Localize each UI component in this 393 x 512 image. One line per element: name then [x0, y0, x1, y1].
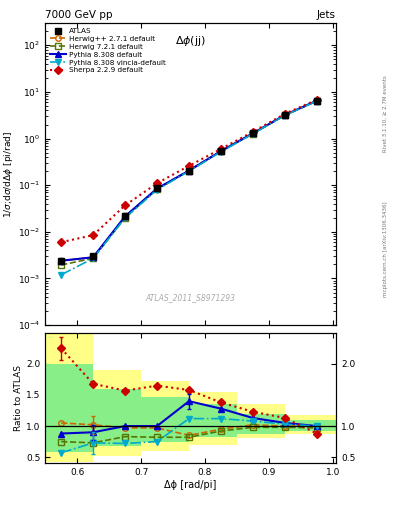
Text: $\Delta\phi$(jj): $\Delta\phi$(jj) [175, 34, 206, 48]
Y-axis label: Ratio to ATLAS: Ratio to ATLAS [14, 365, 23, 431]
Text: 7000 GeV pp: 7000 GeV pp [45, 10, 113, 20]
Legend: ATLAS, Herwig++ 2.7.1 default, Herwig 7.2.1 default, Pythia 8.308 default, Pythi: ATLAS, Herwig++ 2.7.1 default, Herwig 7.… [49, 27, 167, 75]
Y-axis label: 1/$\sigma$;d$\sigma$/d$\Delta\phi$ [pi/rad]: 1/$\sigma$;d$\sigma$/d$\Delta\phi$ [pi/r… [2, 131, 15, 218]
Text: ATLAS_2011_S8971293: ATLAS_2011_S8971293 [145, 293, 236, 303]
Text: Jets: Jets [317, 10, 336, 20]
Text: Rivet 3.1.10, ≥ 2.7M events: Rivet 3.1.10, ≥ 2.7M events [383, 75, 387, 152]
Text: mcplots.cern.ch [arXiv:1306.3436]: mcplots.cern.ch [arXiv:1306.3436] [383, 202, 387, 297]
X-axis label: Δϕ [rad/pi]: Δϕ [rad/pi] [164, 480, 217, 490]
